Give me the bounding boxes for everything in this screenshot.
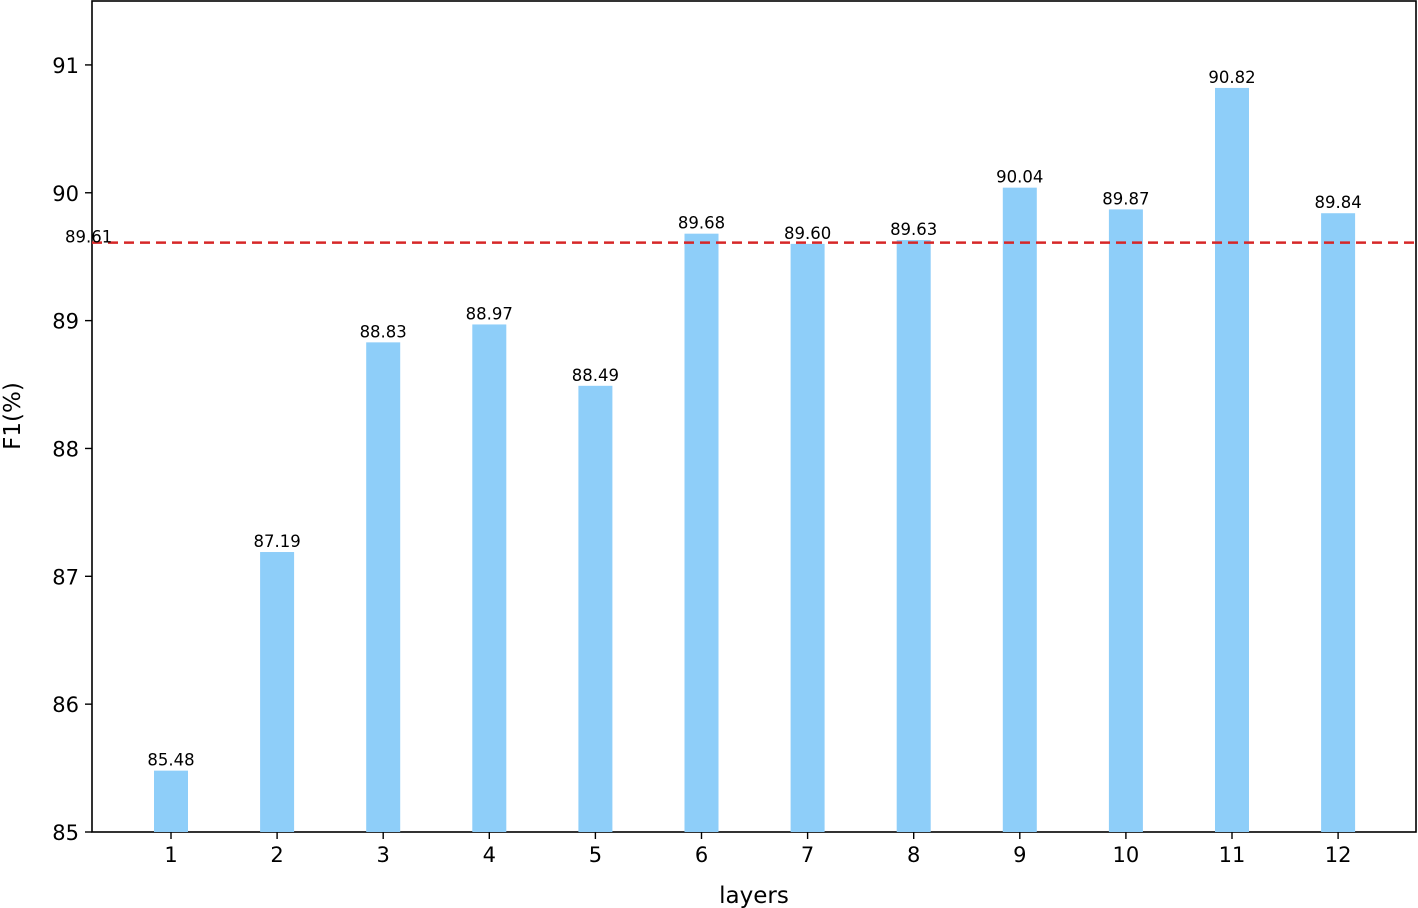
y-axis-title: F1(%) <box>0 382 26 450</box>
bar-value-label: 88.49 <box>572 366 619 385</box>
y-tick-label: 86 <box>52 693 79 717</box>
y-tick-label: 91 <box>52 54 79 78</box>
y-tick-label: 89 <box>52 310 79 334</box>
bar-value-label: 89.68 <box>678 214 725 233</box>
bar-value-label: 90.82 <box>1208 68 1255 87</box>
bar-layer-2 <box>260 552 295 832</box>
bar-layer-11 <box>1215 87 1249 833</box>
reference-line-label: 89.61 <box>65 228 112 247</box>
bar-layer-1 <box>154 770 188 832</box>
bar-layer-12 <box>1321 213 1356 832</box>
bar-value-label: 88.83 <box>360 322 407 341</box>
bar-labels-group: 85.48 87.19 88.83 88.97 88.49 89.68 89.60 89.63… <box>147 68 1361 770</box>
y-tick-label: 87 <box>52 565 79 589</box>
x-tick-label: 6 <box>695 843 708 867</box>
x-tick-label: 1 <box>164 843 177 867</box>
x-tick-label: 2 <box>270 843 283 867</box>
bars-group <box>154 87 1356 833</box>
bar-value-label: 89.63 <box>890 220 937 239</box>
x-axis-ticks: 1 2 3 4 5 6 7 8 9 10 11 12 <box>164 832 1351 867</box>
x-axis-title: layers <box>719 883 789 908</box>
bar-value-label: 89.84 <box>1314 193 1361 212</box>
x-tick-label: 9 <box>1013 843 1026 867</box>
bar-value-label: 89.87 <box>1102 189 1149 208</box>
bar-value-label: 90.04 <box>996 168 1043 187</box>
bar-layer-5 <box>578 385 613 832</box>
x-tick-label: 7 <box>801 843 814 867</box>
x-tick-label: 11 <box>1219 843 1246 867</box>
bar-layer-6 <box>684 233 719 832</box>
x-tick-label: 12 <box>1325 843 1352 867</box>
x-tick-label: 8 <box>907 843 920 867</box>
y-tick-label: 85 <box>52 821 79 845</box>
bar-value-label: 88.97 <box>466 304 513 323</box>
bar-value-label: 87.19 <box>253 532 300 551</box>
y-tick-label: 88 <box>52 437 79 461</box>
plot-frame <box>91 0 1417 833</box>
bar-layer-7 <box>790 243 825 832</box>
bar-layer-3 <box>366 342 401 832</box>
bar-layer-10 <box>1108 209 1143 833</box>
x-tick-label: 4 <box>483 843 496 867</box>
y-tick-label: 90 <box>52 182 79 206</box>
x-tick-label: 3 <box>377 843 390 867</box>
bar-layer-8 <box>896 240 931 832</box>
bar-layer-4 <box>472 324 507 832</box>
bar-value-label: 89.60 <box>784 224 831 243</box>
x-tick-label: 10 <box>1113 843 1140 867</box>
x-tick-label: 5 <box>589 843 602 867</box>
bar-value-label: 85.48 <box>147 751 194 770</box>
bar-layer-9 <box>1002 187 1037 832</box>
y-axis-ticks: 85 86 87 88 89 90 91 <box>52 54 92 845</box>
